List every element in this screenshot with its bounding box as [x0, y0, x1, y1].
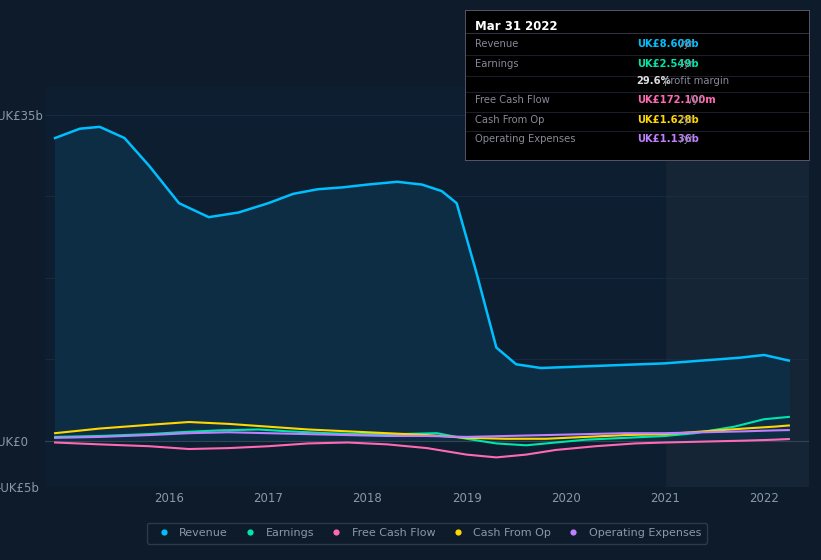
- Text: /yr: /yr: [686, 95, 702, 105]
- Text: UK£1.628b: UK£1.628b: [637, 115, 699, 125]
- Text: profit margin: profit margin: [661, 76, 729, 86]
- Bar: [45, 87, 665, 487]
- Text: UK£1.136b: UK£1.136b: [637, 134, 699, 144]
- Text: Cash From Op: Cash From Op: [475, 115, 544, 125]
- Text: /yr: /yr: [677, 39, 694, 49]
- Text: /yr: /yr: [677, 134, 694, 144]
- Text: UK£8.608b: UK£8.608b: [637, 39, 699, 49]
- Legend: Revenue, Earnings, Free Cash Flow, Cash From Op, Operating Expenses: Revenue, Earnings, Free Cash Flow, Cash …: [147, 522, 707, 544]
- Text: /yr: /yr: [677, 115, 694, 125]
- Text: Free Cash Flow: Free Cash Flow: [475, 95, 550, 105]
- Text: Earnings: Earnings: [475, 59, 519, 69]
- Text: UK£2.549b: UK£2.549b: [637, 59, 699, 69]
- Text: Mar 31 2022: Mar 31 2022: [475, 20, 557, 33]
- Text: Revenue: Revenue: [475, 39, 518, 49]
- Text: 29.6%: 29.6%: [637, 76, 672, 86]
- Text: Operating Expenses: Operating Expenses: [475, 134, 576, 144]
- Text: /yr: /yr: [677, 59, 694, 69]
- Bar: [665, 87, 821, 487]
- Text: UK£172.100m: UK£172.100m: [637, 95, 715, 105]
